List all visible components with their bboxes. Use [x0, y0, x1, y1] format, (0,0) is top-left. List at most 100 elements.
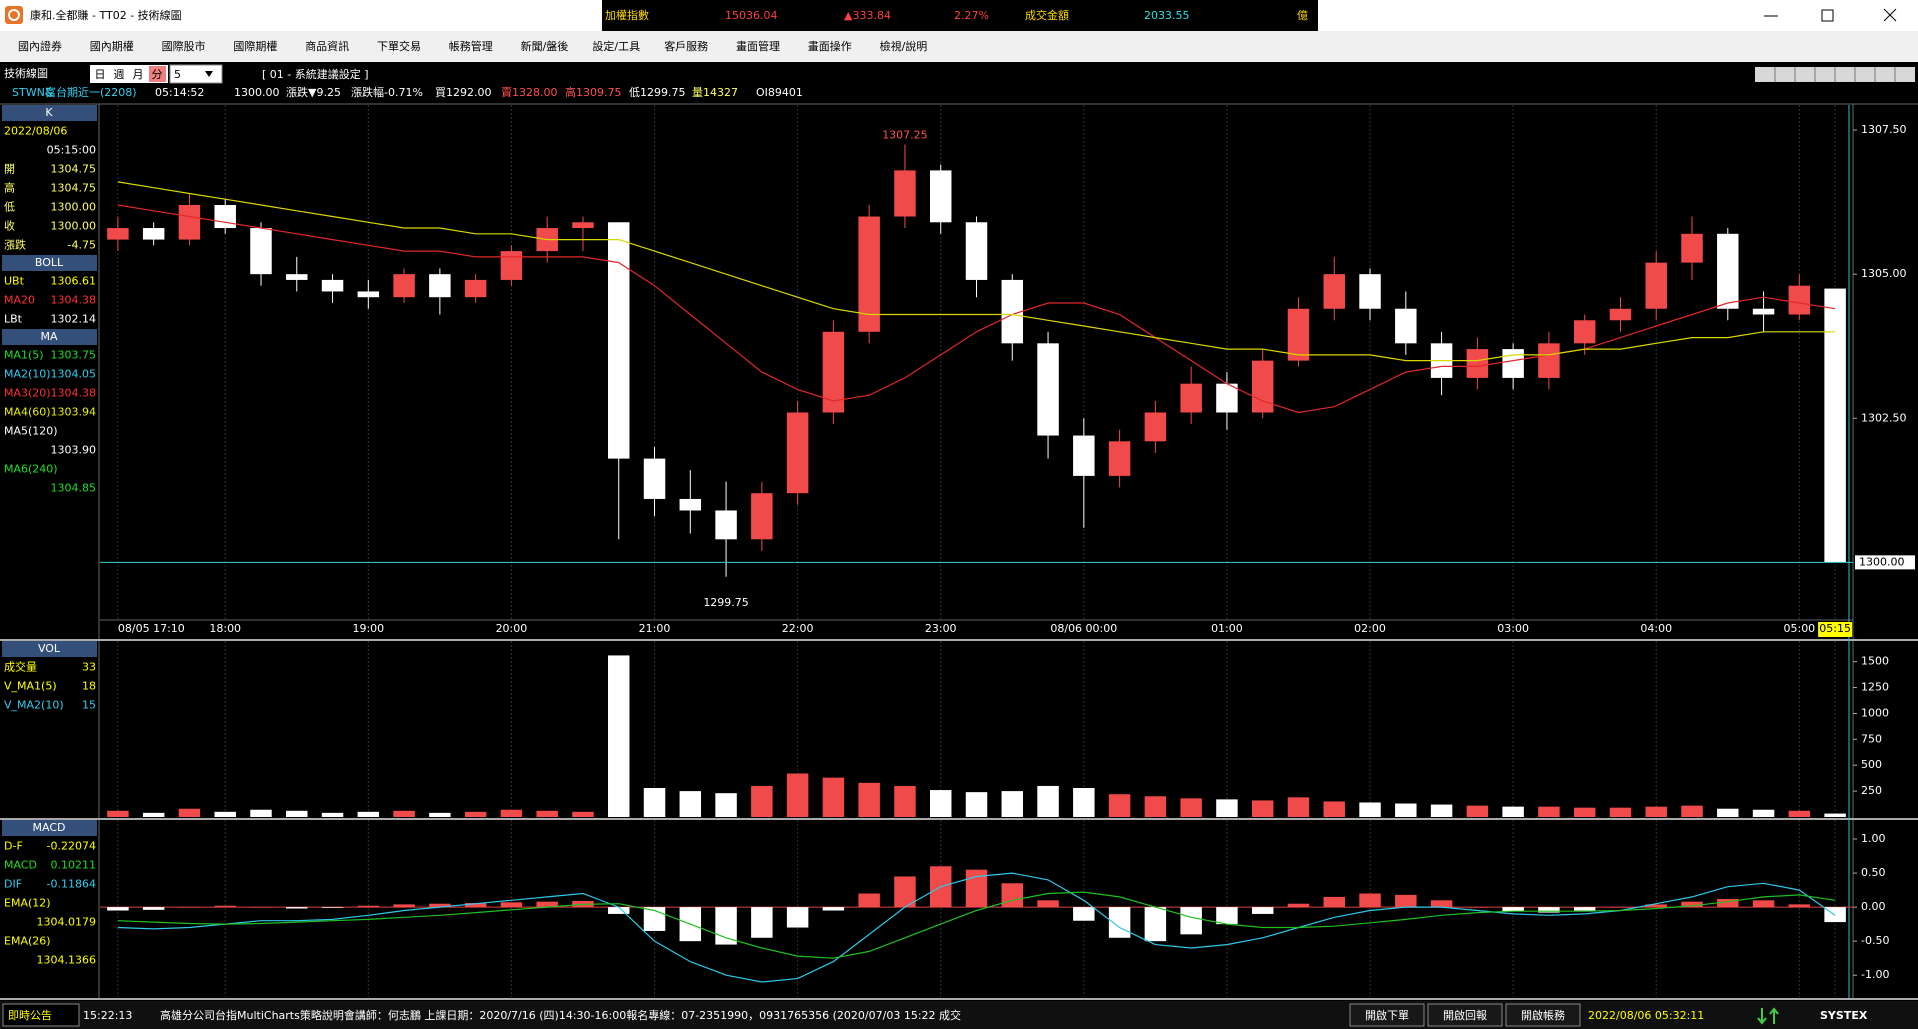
bar [929, 790, 952, 817]
ticker-item: 加權指數 [605, 8, 649, 22]
indicator-label: 成交量 [4, 660, 37, 674]
menu-item[interactable]: 國際股市 [162, 39, 206, 53]
bar [1037, 785, 1059, 817]
indicator-label: EMA(12) [4, 897, 51, 910]
indicator-value: 0.10211 [51, 859, 97, 872]
menu-item[interactable]: 國內期權 [90, 40, 134, 53]
indicator-line [117, 872, 1836, 983]
status-button[interactable] [1505, 1003, 1581, 1027]
quote-field: 高1309.75 [565, 85, 622, 99]
bar [894, 876, 916, 908]
candle-body [1538, 343, 1560, 378]
indicator-value: 1303.94 [51, 406, 97, 419]
menu-item[interactable]: 設定/工具 [592, 39, 640, 53]
section-title: MACD [33, 821, 66, 834]
period-button[interactable]: 日 [95, 68, 106, 81]
interval-select[interactable] [169, 64, 223, 84]
indicator-label: 2022/08/06 [4, 125, 67, 138]
bar [1108, 794, 1131, 817]
menu-item[interactable]: 客戶服務 [664, 39, 708, 53]
bar [1001, 883, 1024, 908]
period-button[interactable]: 月 [133, 68, 144, 81]
bar [178, 907, 201, 908]
menu-item[interactable]: 商品資訊 [305, 39, 349, 53]
status-button-label[interactable]: 開啟帳務 [1521, 1008, 1565, 1022]
candle-body [1824, 288, 1846, 563]
candle-body [1323, 274, 1345, 309]
bar [1824, 813, 1846, 817]
menu-item[interactable]: 下單交易 [377, 39, 421, 53]
x-tick-label: 23:00 [925, 622, 957, 635]
indicator-value: 1304.0179 [37, 916, 97, 929]
bar [1144, 907, 1167, 942]
bar [786, 773, 809, 817]
indicator-value: 1306.61 [51, 275, 97, 288]
bar [250, 809, 272, 817]
bar [1395, 803, 1417, 817]
status-button-label[interactable]: 開啟回報 [1443, 1008, 1487, 1022]
y-tick-label: 1.00 [1861, 832, 1886, 845]
period-button[interactable]: 週 [114, 68, 125, 81]
bar [393, 810, 415, 817]
status-arrows [1757, 1007, 1779, 1025]
y-tick-label: 250 [1861, 784, 1882, 797]
menu-item[interactable]: 帳務管理 [449, 39, 493, 53]
x-tick-label: 05:00 [1783, 622, 1815, 635]
candle-body [1717, 233, 1739, 309]
bar [142, 812, 165, 817]
bar [1538, 806, 1560, 817]
period-active [149, 66, 166, 82]
menu-item[interactable]: 國際期權 [233, 40, 277, 53]
bar [1359, 802, 1381, 817]
period-button[interactable]: 分 [152, 68, 163, 81]
toolbar-label: 技術線圖 [4, 66, 48, 80]
restore-button[interactable] [1821, 9, 1834, 22]
indicator-label: MA20 [4, 294, 35, 307]
indicator-label: DIF [4, 878, 22, 891]
bar [715, 907, 737, 945]
status-button[interactable] [1349, 1003, 1425, 1027]
candle-body [715, 510, 737, 540]
bar [1001, 791, 1024, 817]
section-title: BOLL [35, 256, 64, 269]
bar [214, 905, 236, 908]
menu-item[interactable]: 國內證券 [18, 39, 62, 53]
menu-item[interactable]: 畫面管理 [736, 39, 780, 53]
menu-item[interactable]: 畫面操作 [808, 39, 852, 53]
candle-body [858, 216, 880, 332]
bar [286, 907, 308, 909]
candle-body [1788, 285, 1811, 315]
menu-item[interactable]: 新聞/盤後 [521, 39, 569, 53]
bar [1681, 901, 1703, 908]
quote-field: 量14327 [692, 86, 738, 99]
bar [1645, 806, 1667, 817]
section-header [2, 329, 97, 345]
y-tick-label: -1.00 [1861, 968, 1889, 981]
x-tick-label: 18:00 [209, 622, 241, 635]
bar [1180, 798, 1202, 817]
y-tick-label: 1302.50 [1861, 411, 1907, 424]
x-tick-label: 08/05 17:10 [118, 622, 185, 635]
indicator-value: 1304.38 [51, 294, 97, 307]
close-button[interactable] [1883, 8, 1897, 22]
status-bar [0, 1001, 1918, 1029]
candle-body [1073, 435, 1095, 476]
section-header [2, 255, 97, 271]
status-button-label[interactable]: 開啟下單 [1365, 1008, 1409, 1022]
bar [858, 782, 880, 817]
last-price-box [1855, 555, 1915, 570]
candle-body [822, 331, 845, 413]
x-tick-label: 21:00 [639, 622, 671, 635]
ticker-band [602, 0, 1318, 31]
status-button[interactable] [1427, 1003, 1503, 1027]
bar [643, 788, 666, 817]
indicator-label: LBt [4, 313, 23, 326]
select-arrow [205, 71, 213, 77]
bar [1287, 903, 1310, 908]
indicator-line [117, 181, 1836, 362]
bar [965, 869, 988, 908]
section-title: VOL [38, 642, 61, 655]
bar [1609, 907, 1632, 908]
menu-item[interactable]: 檢視/說明 [880, 39, 928, 53]
